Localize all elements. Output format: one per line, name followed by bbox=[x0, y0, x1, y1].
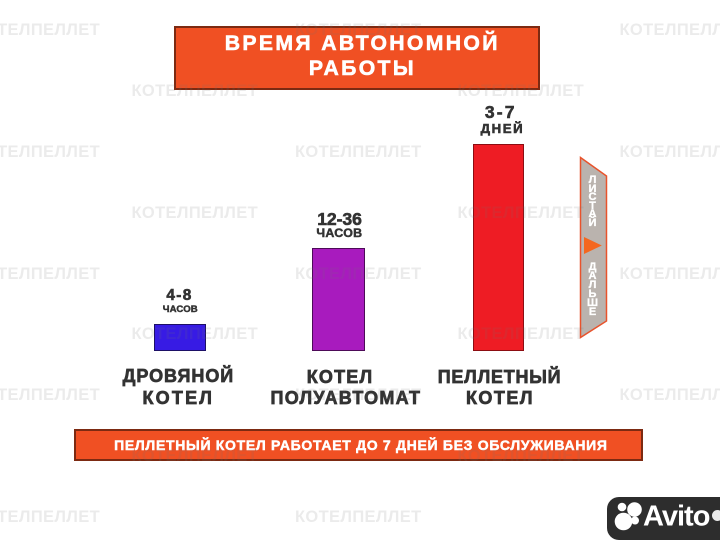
svg-text:Avito: Avito bbox=[643, 501, 710, 533]
